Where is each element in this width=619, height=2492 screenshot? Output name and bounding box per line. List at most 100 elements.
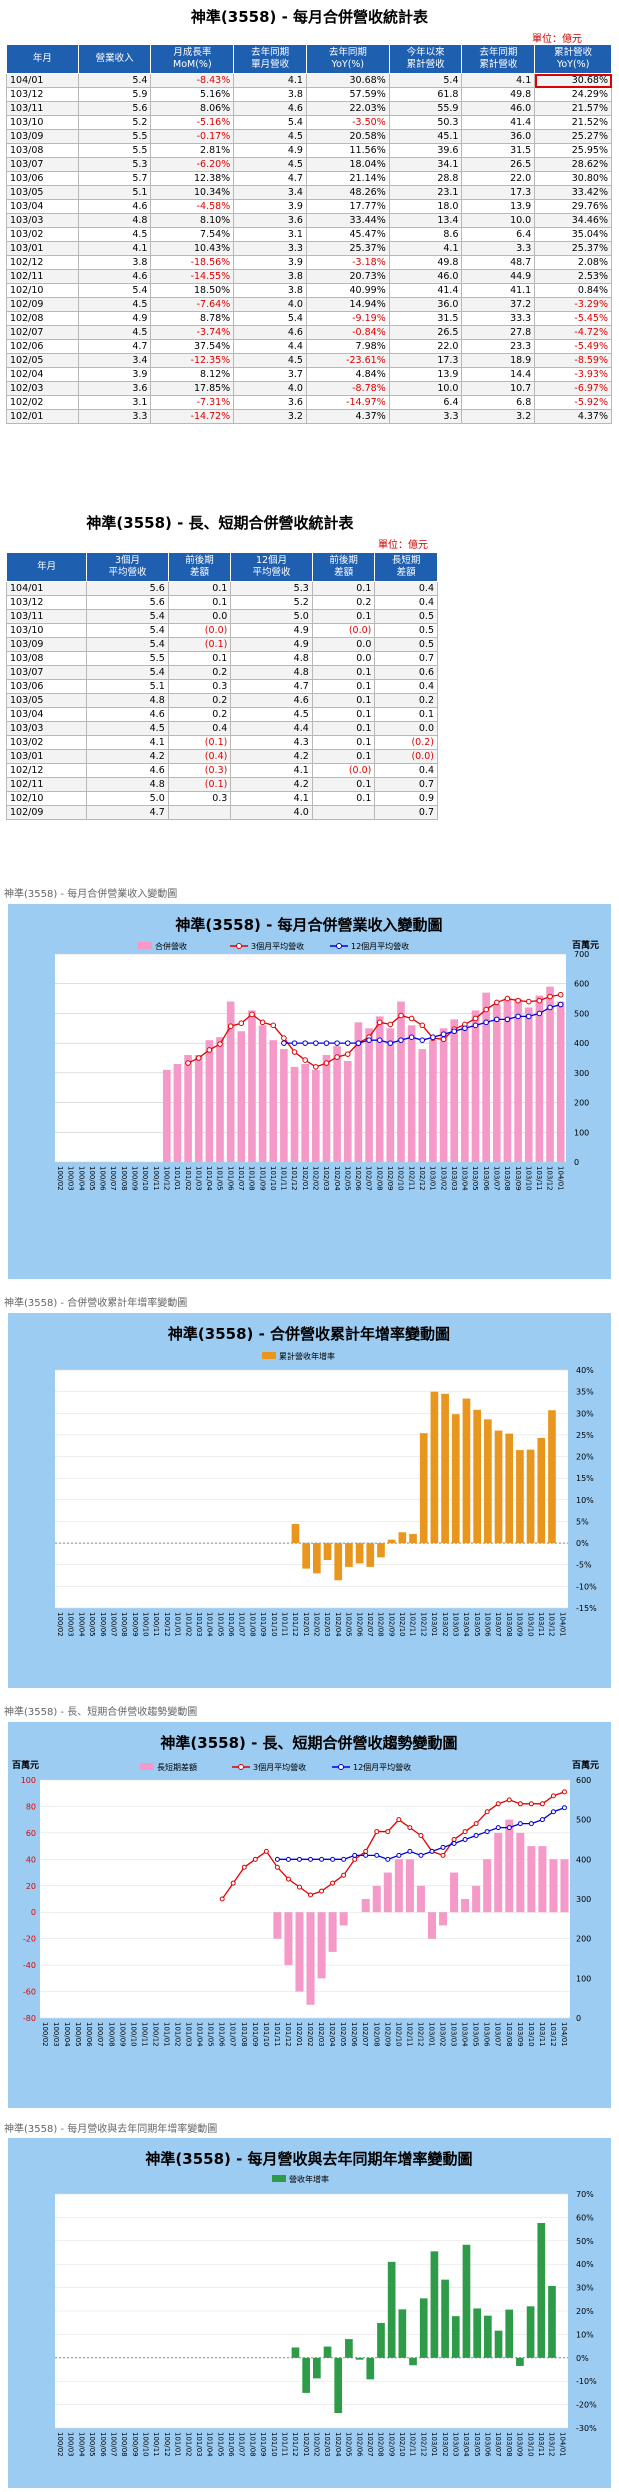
x-tick-label: 102/09 (383, 2022, 391, 2047)
table-cell: 45.47% (305, 227, 390, 242)
table-cell: 37.54% (150, 339, 235, 354)
x-tick-label: 101/01 (162, 2022, 170, 2047)
y-tick-label: 0% (576, 2354, 589, 2363)
table-row: 103/04 4.6 -4.58% 3.9 17.77% 18.0 13.9 29.76% (6, 199, 612, 214)
long-short-diff-bar (306, 1912, 315, 2005)
table-cell: 4.6 (233, 325, 307, 340)
table-cell: 5.2 (230, 595, 313, 610)
table-row: 103/02 4.1 (0.1) 4.3 0.1 (0.2) (5, 735, 438, 750)
x-tick-label: 101/05 (216, 2432, 224, 2457)
table-cell: 33.3 (461, 311, 536, 326)
table-cell: 103/03 (5, 721, 88, 736)
series-point (539, 1817, 545, 1823)
cumulative-yoy-bar (323, 1543, 332, 1560)
table-cell: 103/01 (6, 241, 79, 256)
x-tick-label: 101/09 (251, 2022, 259, 2047)
table-row: 102/07 4.5 -3.74% 4.6 -0.84% 26.5 27.8 -4.72% (6, 325, 612, 340)
series-point (330, 1880, 336, 1886)
series-point (440, 1852, 446, 1858)
x-tick-label: 102/07 (366, 2432, 374, 2457)
series-point (227, 1023, 234, 1030)
table-cell: 4.6 (86, 707, 169, 722)
table-cell: 3.1 (77, 395, 152, 410)
long-short-diff-bar (549, 1859, 558, 1913)
table-cell: -4.72% (534, 325, 612, 340)
table-cell: 3.6 (233, 213, 307, 228)
table-cell: 0.1 (311, 693, 376, 708)
series-point (525, 1013, 532, 1020)
table-cell: 103/08 (5, 651, 88, 666)
table-cell: 3.3 (461, 241, 536, 256)
table-cell: 0.1 (311, 665, 376, 680)
table-cell: 20.58% (305, 129, 390, 144)
y-left-tick-label: 100 (21, 1776, 36, 1785)
table-cell: 22.0 (388, 339, 463, 354)
table-cell: -3.29% (534, 297, 612, 312)
table-cell: 4.5 (77, 227, 152, 242)
x-tick-label: 102/12 (416, 2022, 424, 2047)
table-cell: 4.9 (77, 311, 152, 326)
table-cell: 4.7 (233, 171, 307, 186)
x-tick-label: 100/12 (162, 1166, 170, 1191)
table-cell: 102/12 (6, 255, 79, 270)
table-cell: 25.37% (305, 241, 390, 256)
table-cell: 0.1 (311, 609, 376, 624)
table-cell: 0.1 (167, 595, 232, 610)
table-cell: 10.43% (150, 241, 235, 256)
revenue-bar (386, 1028, 395, 1162)
table-cell: 0.3 (167, 791, 232, 806)
table-cell: 5.4 (233, 311, 307, 326)
table-row: 103/12 5.6 0.1 5.2 0.2 0.4 (5, 595, 438, 610)
table-cell: 61.8 (388, 87, 463, 102)
table-cell: 103/04 (5, 707, 88, 722)
monthly-revenue-chart: 神準(3558) - 每月合併營業收入變動圖 0 100 200 300 400 500 60… (8, 904, 611, 1279)
x-tick-label: 101/10 (269, 1166, 277, 1191)
table-cell: 4.7 (230, 679, 313, 694)
table-cell: 0.1 (374, 707, 438, 722)
cumulative-yoy-bar (409, 1534, 417, 1544)
x-tick-label: 102/09 (387, 2432, 395, 2457)
x-tick-label: 100/07 (109, 1166, 117, 1191)
table-row: 102/10 5.0 0.3 4.1 0.1 0.9 (5, 791, 438, 806)
table-cell: 17.85% (150, 381, 235, 396)
x-tick-label: 102/05 (345, 2432, 353, 2457)
table-cell: -8.78% (305, 381, 390, 396)
x-tick-label: 103/01 (429, 1166, 437, 1191)
y-tick-label: 30% (576, 2284, 594, 2293)
table-cell: 5.4 (86, 665, 169, 680)
table-cell: -14.97% (305, 395, 390, 410)
table-cell: 34.1 (388, 157, 463, 172)
x-tick-label: 103/02 (439, 1166, 447, 1191)
table-cell: 102/09 (6, 297, 79, 312)
series-point (528, 1801, 534, 1807)
x-tick-label: 100/11 (152, 1612, 160, 1637)
table-cell: 11.56% (305, 143, 390, 158)
table-cell: 41.1 (461, 283, 536, 298)
x-tick-label: 102/08 (372, 2022, 380, 2047)
y-right-tick-label: 0 (576, 2014, 581, 2023)
y-left-tick-label: 0 (31, 1908, 36, 1917)
x-tick-label: 103/01 (430, 1612, 438, 1637)
x-tick-label: 101/12 (284, 2022, 292, 2047)
table-cell: 18.9 (461, 353, 536, 368)
long-short-diff-bar (560, 1859, 569, 1913)
series-point (274, 1856, 280, 1862)
x-tick-label: 102/03 (323, 1612, 331, 1637)
x-tick-label: 103/08 (503, 1166, 511, 1191)
series-point (330, 1856, 336, 1862)
column-header: 長短期 差額 (374, 552, 438, 582)
table-cell: 12.38% (150, 171, 235, 186)
yoy-bar (387, 2261, 396, 2358)
table-cell: (0.3) (167, 763, 232, 778)
series-point (472, 1015, 479, 1022)
long-short-diff-bar (450, 1872, 459, 1913)
table-cell: 4.37% (534, 409, 612, 424)
x-tick-label: 101/07 (229, 2022, 237, 2047)
legend-swatch (262, 1352, 276, 1359)
series-point (506, 1825, 512, 1831)
table-cell: 44.9 (461, 269, 536, 284)
x-tick-label: 103/06 (483, 2022, 491, 2047)
chart1-caption: 神準(3558) - 每月合併營業收入變動圖 (4, 889, 178, 900)
x-tick-label: 100/08 (120, 1612, 128, 1637)
table-cell: 0.1 (311, 581, 376, 596)
